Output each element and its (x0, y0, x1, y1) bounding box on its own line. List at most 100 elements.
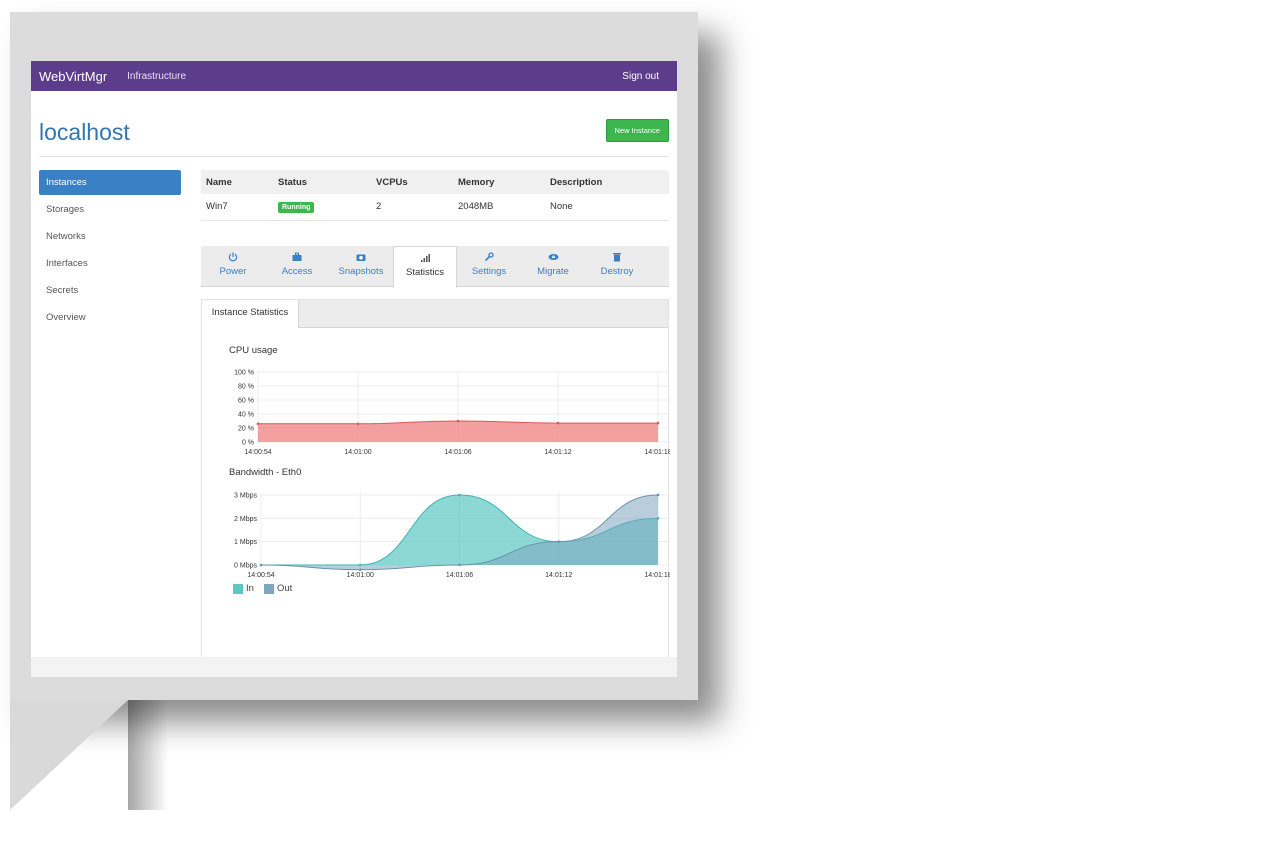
tab-power[interactable]: Power (201, 246, 265, 286)
sidebar-item-storages[interactable]: Storages (46, 204, 85, 215)
data-point (356, 422, 360, 426)
table-header-row: Name Status VCPUs Memory Description (201, 170, 669, 194)
x-tick-label: 14:01:00 (347, 572, 374, 579)
column-header-status: Status (273, 170, 371, 194)
data-point (557, 540, 561, 543)
cpu-chart-title: CPU usage (229, 345, 278, 356)
title-row: localhost New Instance (39, 117, 669, 157)
bandwidth-chart: 0 Mbps 1 Mbps 2 Mbps 3 Mbps 14:00:54 14:01:00… (234, 493, 670, 579)
y-tick-label: 0 Mbps (234, 563, 257, 570)
tab-access[interactable]: Access (265, 246, 329, 286)
sidebar-item-overview[interactable]: Overview (46, 312, 86, 323)
y-tick-label: 20 % (238, 426, 254, 433)
x-tick-label: 14:01:18 (644, 572, 670, 579)
legend-label-out: Out (276, 583, 293, 594)
y-tick-label: 0 % (242, 440, 254, 447)
data-point (259, 563, 263, 567)
data-point (358, 568, 362, 571)
series-area (258, 421, 658, 442)
tab-label: Power (219, 266, 247, 277)
x-tick-label: 14:00:54 (247, 572, 274, 579)
signal-icon (394, 253, 456, 265)
panel-header: Instance Statistics (202, 300, 668, 328)
main-content: Name Status VCPUs Memory Description Win… (201, 170, 670, 677)
sidebar: Instances Storages Networks Interfaces S… (39, 170, 181, 332)
cpu-chart: 0 % 20 % 40 % 60 % 80 % 100 % 14:00:54 14:01:00… (234, 370, 670, 456)
data-point (556, 421, 560, 425)
tab-snapshots[interactable]: Snapshots (329, 246, 393, 286)
sidebar-item-networks[interactable]: Networks (46, 231, 86, 242)
tab-label: Access (281, 266, 313, 277)
signout-link[interactable]: Sign out (622, 70, 659, 82)
sidebar-item-secrets[interactable]: Secrets (46, 285, 79, 296)
tab-settings[interactable]: Settings (457, 246, 521, 286)
instances-table: Name Status VCPUs Memory Description Win… (201, 170, 669, 221)
y-tick-label: 100 % (234, 370, 254, 377)
y-tick-label: 60 % (238, 398, 254, 405)
wrench-icon (457, 252, 521, 264)
legend-label-in: In (246, 583, 254, 594)
y-tick-label: 3 Mbps (234, 493, 257, 500)
x-tick-label: 14:01:12 (544, 449, 571, 456)
data-point (456, 419, 460, 423)
y-tick-label: 80 % (238, 384, 254, 391)
column-header-description: Description (545, 170, 669, 194)
trash-icon (585, 252, 649, 264)
y-tick-label: 1 Mbps (234, 539, 257, 546)
series-line (260, 494, 659, 571)
status-badge: Running (278, 202, 315, 214)
sidebar-item-instances[interactable]: Instances (39, 170, 181, 195)
data-point (458, 563, 461, 567)
legend-swatch-out (263, 583, 274, 594)
app-window: WebVirtMgr Infrastructure Sign out local… (31, 61, 677, 677)
cloud-upload-icon (521, 252, 585, 264)
data-point (656, 421, 660, 425)
footer-bar (31, 657, 677, 677)
callout-tail-shadow (128, 700, 168, 810)
tab-statistics[interactable]: Statistics (393, 246, 457, 288)
page-title: localhost (39, 119, 130, 145)
x-tick-label: 14:01:18 (644, 449, 670, 456)
bandwidth-chart-title: Bandwidth - Eth0 (229, 467, 302, 478)
column-header-name: Name (201, 170, 273, 194)
camera-icon (329, 252, 393, 264)
tab-label: Migrate (537, 266, 569, 277)
data-point (256, 422, 260, 426)
briefcase-icon (265, 252, 329, 264)
chart-legend: In Out (233, 583, 292, 594)
x-tick-label: 14:01:00 (344, 449, 371, 456)
tab-label: Settings (471, 266, 507, 277)
column-header-vcpus: VCPUs (371, 170, 453, 194)
cell-memory: 2048MB (453, 194, 545, 221)
brand-link[interactable]: WebVirtMgr (39, 68, 108, 84)
tab-label: Statistics (405, 267, 444, 278)
data-point (656, 493, 660, 497)
series-area (261, 495, 658, 570)
x-tick-label: 14:01:06 (446, 572, 473, 579)
table-row[interactable]: Win7 Running 2 2048MB None (201, 194, 669, 221)
cell-name[interactable]: Win7 (201, 194, 273, 221)
legend-swatch-in (233, 583, 243, 594)
tab-migrate[interactable]: Migrate (521, 246, 585, 286)
tab-destroy[interactable]: Destroy (585, 246, 649, 286)
x-tick-label: 14:00:54 (244, 449, 271, 456)
cell-description: None (545, 194, 669, 221)
cell-vcpus: 2 (371, 194, 453, 221)
statistics-panel: Instance Statistics CPU usage 0 % 20 % 40 … (201, 299, 670, 677)
cell-status: Running (273, 194, 371, 221)
tab-instance-statistics[interactable]: Instance Statistics (202, 300, 299, 328)
callout-tail (10, 700, 128, 810)
tab-label: Snapshots (338, 266, 384, 277)
y-tick-label: 40 % (238, 412, 254, 419)
power-icon (201, 252, 265, 264)
infrastructure-link[interactable]: Infrastructure (127, 70, 187, 82)
sidebar-item-interfaces[interactable]: Interfaces (46, 258, 88, 269)
tab-label: Destroy (600, 266, 634, 277)
x-tick-label: 14:01:06 (444, 449, 471, 456)
navbar: WebVirtMgr Infrastructure Sign out (31, 61, 677, 91)
new-instance-button[interactable]: New Instance (605, 119, 669, 142)
divider (39, 156, 669, 157)
data-point (458, 493, 461, 497)
x-tick-label: 14:01:12 (545, 572, 572, 579)
y-tick-label: 2 Mbps (234, 516, 257, 523)
